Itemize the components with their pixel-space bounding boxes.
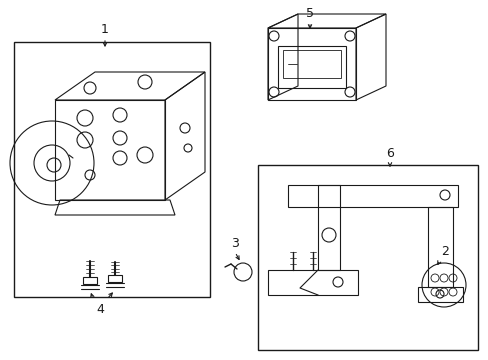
Bar	[14, 42, 209, 297]
Text: 2: 2	[440, 245, 448, 258]
Text: 5: 5	[305, 7, 313, 20]
Bar	[283, 50, 340, 78]
Text: 1: 1	[101, 23, 109, 36]
Text: 4: 4	[96, 303, 104, 316]
Bar	[108, 275, 122, 282]
Bar	[258, 165, 477, 350]
Text: 3: 3	[231, 237, 239, 250]
Text: 6: 6	[385, 147, 393, 160]
Bar	[83, 277, 97, 284]
Bar	[278, 46, 346, 88]
